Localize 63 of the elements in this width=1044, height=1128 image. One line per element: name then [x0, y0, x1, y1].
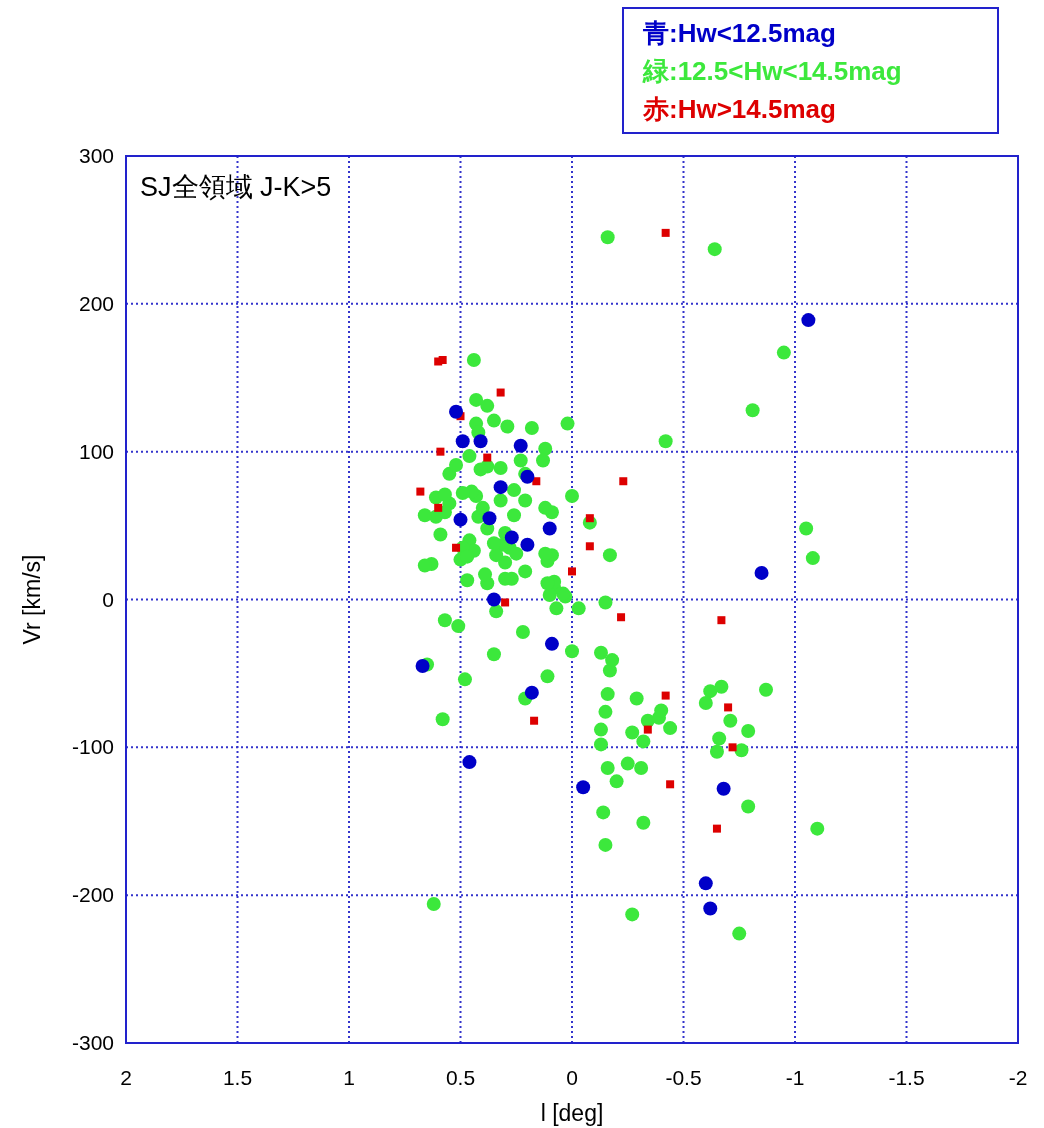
point	[493, 480, 508, 495]
point	[801, 313, 816, 328]
point	[486, 592, 501, 607]
point	[416, 487, 425, 496]
point	[453, 512, 468, 527]
point	[482, 511, 497, 526]
point	[585, 514, 594, 523]
y-tick-label: 300	[78, 144, 114, 167]
x-tick-label: 0	[566, 1066, 578, 1089]
point	[501, 598, 510, 607]
point	[504, 530, 519, 545]
point	[728, 743, 737, 752]
point	[415, 659, 430, 674]
legend: 青:Hw<12.5mag 緑:12.5<Hw<14.5mag 赤:Hw>14.5mag	[622, 7, 999, 134]
point	[712, 824, 721, 833]
x-tick-label: -1.5	[888, 1066, 925, 1089]
point	[513, 438, 528, 453]
point	[438, 356, 447, 365]
x-axis-title: l [deg]	[540, 1100, 604, 1126]
y-tick-label: 100	[78, 439, 114, 463]
point	[455, 434, 470, 449]
point	[568, 567, 576, 576]
point	[436, 447, 445, 456]
point	[530, 716, 539, 725]
point	[585, 542, 594, 551]
point	[473, 434, 488, 449]
y-tick-label: -200	[71, 883, 114, 907]
point	[617, 613, 626, 622]
point	[703, 901, 718, 916]
point	[716, 781, 731, 796]
point	[717, 616, 726, 625]
point	[520, 537, 535, 552]
point	[698, 876, 713, 891]
point	[462, 755, 477, 770]
y-tick-label: -100	[71, 735, 114, 759]
point	[434, 503, 443, 512]
point	[452, 543, 461, 552]
x-tick-label: -2	[1008, 1066, 1028, 1089]
y-tick-label: 0	[102, 587, 114, 611]
point	[666, 780, 675, 789]
point	[542, 521, 557, 536]
text: SJ全領域 J-K>5	[140, 172, 332, 202]
point	[496, 388, 505, 397]
y-tick-label: -300	[71, 1031, 114, 1054]
x-tick-label: -0.5	[665, 1066, 702, 1089]
point	[724, 703, 733, 712]
x-tick-label: 2	[120, 1066, 132, 1089]
point	[643, 725, 652, 734]
point	[544, 636, 559, 651]
x-tick-label: 1	[343, 1066, 355, 1089]
x-tick-label: 1.5	[222, 1066, 253, 1089]
y-axis-title: Vr [km/s]	[19, 554, 45, 645]
point	[661, 228, 670, 237]
point	[661, 691, 670, 700]
y-tick-label: 200	[78, 291, 114, 315]
point	[576, 780, 591, 795]
point	[754, 565, 769, 580]
x-tick-label: -1	[785, 1066, 805, 1089]
x-tick-label: 0.5	[445, 1066, 476, 1089]
point	[619, 477, 628, 486]
point	[524, 685, 539, 700]
point	[483, 453, 492, 462]
point	[449, 404, 464, 419]
